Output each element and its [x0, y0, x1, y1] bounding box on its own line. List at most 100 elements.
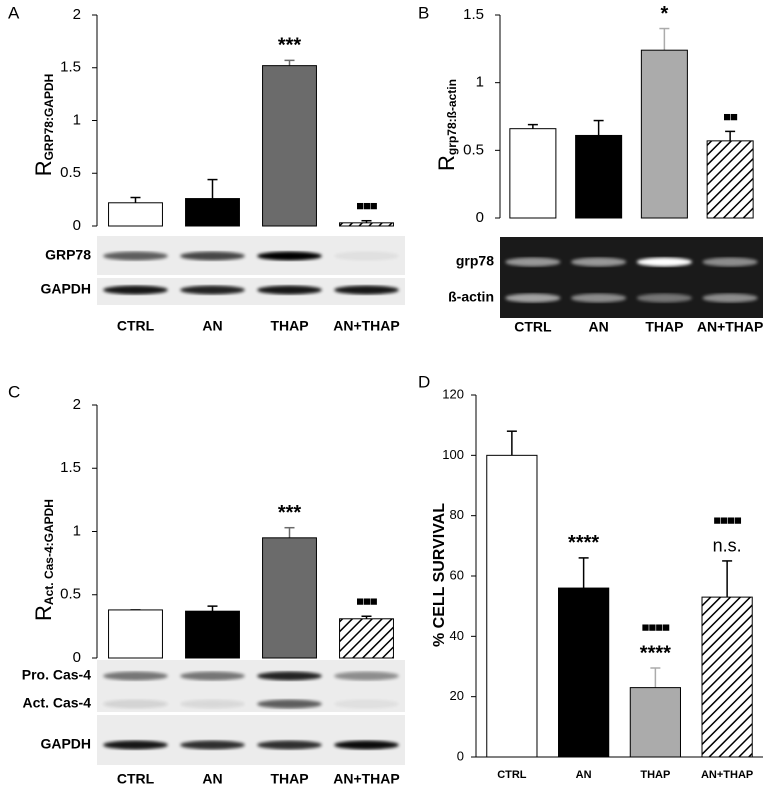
- blot-label: Pro. Cas-4: [22, 667, 91, 683]
- blot-band: [257, 699, 322, 709]
- blot-band: [103, 699, 168, 709]
- blot-band: [257, 251, 322, 261]
- error-bar: [207, 178, 218, 199]
- y-axis-label-sub: GRP78:GAPDH: [42, 74, 56, 161]
- y-tick-label: 1: [73, 522, 81, 539]
- y-tick-label: 80: [450, 507, 464, 522]
- blot-band: [103, 285, 168, 295]
- y-tick-label: 1.5: [60, 459, 81, 476]
- y-axis-label-main: R: [31, 605, 56, 621]
- y-tick-label: 20: [450, 688, 464, 703]
- panel-label: C: [8, 382, 20, 401]
- error-bar: [284, 59, 295, 66]
- y-tick-label: 1.5: [60, 59, 81, 76]
- significance-label: ****: [568, 532, 599, 554]
- y-tick-label: 2: [73, 6, 81, 23]
- blot-band: [180, 285, 245, 295]
- bar: [339, 222, 394, 227]
- y-tick-label: 40: [450, 628, 464, 643]
- panel: C RAct. Cas-4:GAPDH 0 0.5 1 1.5 2 CTRL AN *** THAP…: [8, 382, 405, 787]
- significance-label: ***: [278, 35, 302, 57]
- x-tick-label: THAP: [270, 771, 308, 787]
- error-bar: [659, 27, 670, 51]
- y-tick-label: 2: [73, 396, 81, 413]
- bar: [640, 49, 688, 219]
- blot-label: ß-actin: [448, 289, 494, 305]
- blot-band: [334, 251, 399, 261]
- y-tick-label: 0.5: [60, 586, 81, 603]
- blot-label: Act. Cas-4: [23, 695, 92, 711]
- blot-band: [334, 671, 399, 681]
- blot-band: [180, 251, 245, 261]
- bar: [185, 198, 240, 227]
- blot-band: [505, 293, 561, 303]
- x-tick-label: CTRL: [514, 319, 552, 335]
- y-axis-label: % CELL SURVIVAL: [431, 503, 448, 647]
- x-tick-label: AN: [576, 769, 592, 781]
- panel: A RGRP78:GAPDH 0 0.5 1 1.5 2 CTRL AN *** THAP ■■■ AN…: [8, 3, 405, 334]
- error-bar: [593, 119, 604, 136]
- y-axis-label-sub: grp78:ß-actin: [445, 79, 459, 155]
- x-tick-label: CTRL: [497, 769, 527, 781]
- x-tick-label: AN+THAP: [333, 318, 400, 334]
- y-axis-label: RAct. Cas-4:GAPDH: [31, 499, 56, 621]
- blot-band: [103, 671, 168, 681]
- x-tick-label: CTRL: [117, 771, 155, 787]
- blot-band: [571, 257, 627, 267]
- error-bar: [527, 123, 538, 129]
- significance-label: n.s.: [713, 536, 742, 556]
- blot-band: [702, 257, 758, 267]
- y-tick-label: 0: [73, 217, 81, 234]
- bar: [575, 134, 623, 219]
- x-tick-label: AN+THAP: [701, 769, 753, 781]
- y-axis-label: Rgrp78:ß-actin: [434, 79, 459, 171]
- blot-band: [636, 257, 692, 267]
- x-tick-label: AN+THAP: [697, 319, 764, 335]
- bar: [108, 202, 163, 227]
- significance-label: ■■■: [356, 594, 378, 609]
- x-tick-label: AN: [202, 318, 222, 334]
- y-axis-label-sub: Act. Cas-4:GAPDH: [42, 499, 56, 605]
- panel-label: D: [418, 372, 430, 391]
- blot-image: [500, 237, 763, 318]
- bar: [706, 140, 754, 219]
- bar: [509, 128, 557, 219]
- blot-image: [97, 715, 405, 765]
- blot-label: GAPDH: [40, 736, 91, 752]
- bar: [629, 687, 681, 758]
- blot-band: [180, 740, 245, 750]
- blot-band: [180, 699, 245, 709]
- blot-band: [334, 740, 399, 750]
- blot-label: grp78: [456, 253, 494, 269]
- x-tick-label: THAP: [645, 319, 683, 335]
- blot-band: [334, 285, 399, 295]
- blot-band: [334, 699, 399, 709]
- y-tick-label: 0: [476, 209, 484, 226]
- panel-label: B: [418, 3, 429, 22]
- significance-label: ■■■■: [642, 619, 671, 634]
- error-bar: [130, 196, 141, 203]
- error-bar: [578, 557, 589, 589]
- y-axis-label: RGRP78:GAPDH: [31, 74, 56, 177]
- bar: [262, 65, 317, 227]
- y-tick-label: 1: [73, 111, 81, 128]
- x-tick-label: AN+THAP: [333, 771, 400, 787]
- y-axis-label-main: R: [31, 160, 56, 176]
- error-bar: [207, 605, 218, 612]
- x-tick-label: CTRL: [117, 318, 155, 334]
- significance-label: ***: [278, 502, 302, 524]
- blot-label: GRP78: [45, 247, 91, 263]
- blot-band: [702, 293, 758, 303]
- error-bar: [725, 130, 736, 141]
- y-tick-label: 120: [442, 386, 464, 401]
- blot-band: [257, 740, 322, 750]
- blot-label: GAPDH: [40, 281, 91, 297]
- blot-band: [103, 251, 168, 261]
- bar: [486, 454, 538, 758]
- x-tick-label: THAP: [270, 318, 308, 334]
- x-tick-label: AN: [589, 319, 609, 335]
- significance-label: ■■■■: [713, 512, 742, 527]
- blot-band: [257, 671, 322, 681]
- error-bar: [722, 560, 733, 598]
